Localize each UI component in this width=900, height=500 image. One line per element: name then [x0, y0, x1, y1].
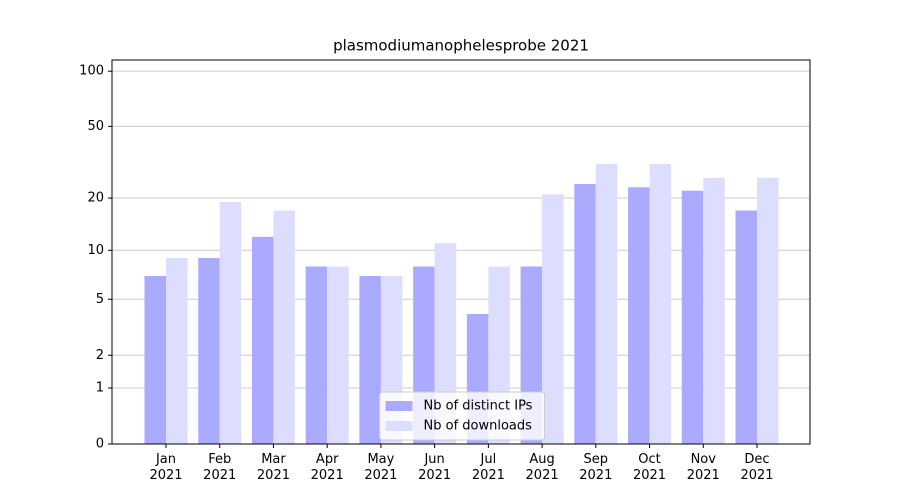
bar — [273, 210, 295, 444]
x-tick-label: Jul 2021 — [471, 452, 505, 483]
x-tick-label: May 2021 — [364, 452, 398, 483]
y-tick-label: 2 — [96, 348, 104, 363]
bar — [144, 276, 166, 444]
y-tick-label: 10 — [87, 243, 104, 258]
bar — [542, 194, 564, 444]
bar — [703, 177, 725, 444]
x-tick-label: Nov 2021 — [686, 452, 720, 483]
x-tick-label: Jun 2021 — [418, 452, 452, 483]
bar — [198, 257, 220, 444]
bar — [681, 190, 704, 444]
bar — [649, 164, 672, 444]
bar — [735, 210, 757, 444]
legend-label: Nb of downloads — [424, 419, 533, 434]
bar — [359, 276, 381, 444]
bar — [574, 183, 596, 444]
legend-box — [379, 391, 545, 441]
legend: Nb of distinct IPs Nb of downloads — [379, 391, 545, 441]
bar — [251, 236, 274, 444]
legend-label: Nb of distinct IPs — [424, 399, 533, 414]
x-tick-label: Feb 2021 — [203, 452, 237, 483]
x-tick-label: Mar 2021 — [256, 452, 290, 483]
bar — [757, 177, 779, 444]
bar — [595, 164, 618, 444]
y-tick-label: 20 — [87, 191, 104, 206]
x-tick-label: Apr 2021 — [310, 452, 344, 483]
bar — [327, 266, 349, 444]
x-tick-label: Aug 2021 — [525, 452, 559, 483]
x-tick-label: Dec 2021 — [740, 452, 774, 483]
bar — [305, 266, 328, 444]
x-tick-label: Jan 2021 — [149, 452, 183, 483]
bar — [166, 257, 188, 444]
y-tick-label: 100 — [79, 64, 104, 79]
legend-swatch — [385, 401, 413, 411]
y-tick-label: 50 — [87, 119, 104, 134]
bar — [219, 202, 242, 444]
bar — [628, 187, 650, 444]
chart-title: plasmodiumanophelesprobe 2021 — [333, 37, 589, 55]
legend-swatch — [385, 421, 413, 431]
y-tick-label: 0 — [96, 437, 104, 452]
x-tick-label: Oct 2021 — [632, 452, 667, 483]
x-tick-label: Sep 2021 — [579, 452, 613, 483]
plot-frame — [111, 59, 811, 445]
y-tick-label: 1 — [96, 381, 104, 396]
y-tick-label: 5 — [96, 292, 104, 307]
